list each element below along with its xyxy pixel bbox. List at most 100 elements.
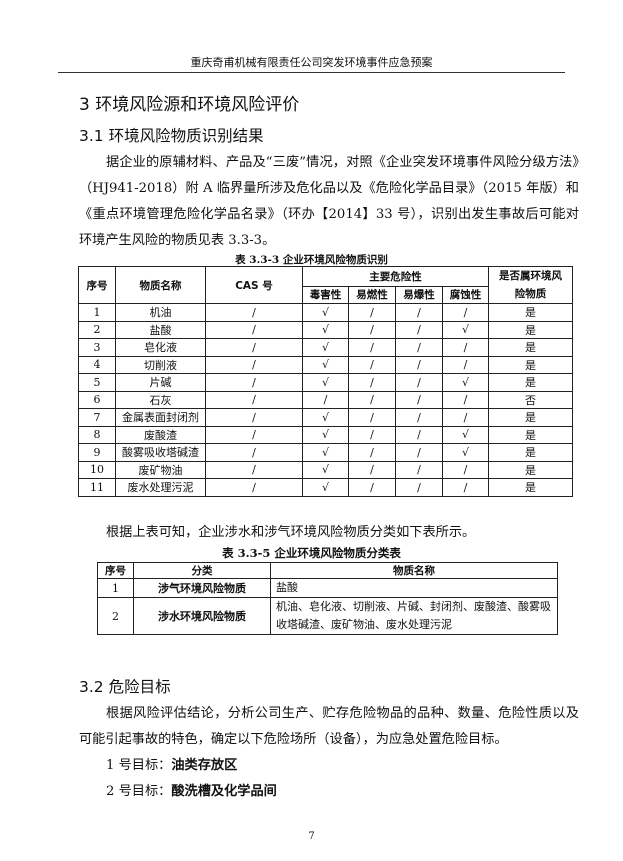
cell-explosive: / [395, 390, 443, 409]
cell-is-risk: 是 [488, 355, 573, 374]
cell-is-risk: 是 [488, 460, 573, 479]
table-row: 8 废酸渣 / √ / / √ 是 [78, 425, 573, 444]
table-row: 2 涉水环境风险物质 机油、皂化液、切削液、片碱、封闭剂、废酸渣、酸雾吸收塔碱渣、废… [97, 597, 558, 635]
cell-explosive: / [395, 373, 443, 392]
target-2: 2 号目标：酸洗槽及化学品间 [79, 779, 579, 805]
cell-explosive: / [395, 320, 443, 339]
cell-name: 废矿物油 [115, 460, 206, 479]
risk-classification-table: 序号 分类 物质名称 1 涉气环境风险物质 盐酸 2 涉水环境风险物质 机油、皂化液、切削液、… [97, 562, 558, 635]
cell-is-risk: 是 [488, 373, 573, 392]
paragraph-targets: 根据风险评估结论，分析公司生产、贮存危险物品的品种、数量、危险性质以及可能引起事… [79, 706, 579, 747]
running-header: 重庆奇甫机械有限责任公司突发环境事件应急预案 [190, 56, 433, 69]
cell-cas: / [205, 478, 303, 497]
cell-flammable: / [348, 303, 396, 322]
target-value: 酸洗槽及化学品间 [171, 784, 277, 799]
cell-toxic: √ [302, 443, 349, 462]
cell-flammable: / [348, 443, 396, 462]
cell-no: 2 [78, 320, 116, 339]
cell-flammable: / [348, 338, 396, 357]
cell-no: 1 [78, 303, 116, 322]
cell-is-risk: 否 [488, 390, 573, 409]
page-number: 7 [308, 831, 315, 842]
cell-no: 8 [78, 425, 116, 444]
cell-is-risk: 是 [488, 443, 573, 462]
cell-is-risk: 是 [488, 303, 573, 322]
cell-is-risk: 是 [488, 338, 573, 357]
cell-no: 9 [78, 443, 116, 462]
table-row: 1 涉气环境风险物质 盐酸 [97, 578, 558, 598]
cell-corrosive: / [442, 355, 489, 374]
table2-caption: 表 3.3-5 企业环境风险物质分类表 [222, 546, 401, 560]
target-value: 油类存放区 [171, 758, 238, 773]
cell-no: 7 [78, 408, 116, 427]
cell-name: 机油 [115, 303, 206, 322]
table1-caption: 表 3.3-3 企业环境风险物质识别 [235, 254, 388, 266]
cell-toxic: / [302, 390, 349, 409]
cell-no: 10 [78, 460, 116, 479]
cell-toxic: √ [302, 320, 349, 339]
cell-no: 11 [78, 478, 116, 497]
th2-no: 序号 [97, 562, 134, 579]
cell-flammable: / [348, 320, 396, 339]
table-row: 1 机油 / √ / / / 是 [78, 303, 573, 322]
cell-corrosive: / [442, 478, 489, 497]
cell-toxic: √ [302, 373, 349, 392]
cell-corrosive: √ [442, 320, 489, 339]
cell-flammable: / [348, 460, 396, 479]
table-row: 4 切削液 / √ / / / 是 [78, 355, 573, 374]
cell-corrosive: / [442, 338, 489, 357]
risk-substance-table: 序号 物质名称 CAS 号主要危险性 是否属环境风险物质 毒害性 易燃性 易爆性 腐蚀性 1… [78, 266, 573, 497]
cell-corrosive: / [442, 303, 489, 322]
table-row: 6 石灰 / / / / / 否 [78, 390, 573, 409]
cell-is-risk: 是 [488, 320, 573, 339]
cell-flammable: / [348, 408, 396, 427]
cell-toxic: √ [302, 338, 349, 357]
cell-category: 涉气环境风险物质 [133, 578, 271, 598]
cell-toxic: √ [302, 460, 349, 479]
table-row: 9 酸雾吸收塔碱渣 / √ / / √ 是 [78, 443, 573, 462]
cell-toxic: √ [302, 478, 349, 497]
target-label: 1 号目标： [106, 758, 172, 773]
cell-explosive: / [395, 478, 443, 497]
cell-flammable: / [348, 355, 396, 374]
th2-names: 物质名称 [270, 562, 558, 579]
section-heading: 3 环境风险源和环境风险评价 [79, 95, 300, 115]
cell-no: 2 [97, 597, 134, 635]
cell-flammable: / [348, 390, 396, 409]
cell-no: 5 [78, 373, 116, 392]
cell-category: 涉水环境风险物质 [133, 597, 271, 635]
cell-cas: / [205, 390, 303, 409]
th-toxic: 毒害性 [302, 285, 349, 305]
cell-name: 片碱 [115, 373, 206, 392]
subsection-heading-3-2: 3.2 危险目标 [79, 678, 171, 696]
cell-toxic: √ [302, 425, 349, 444]
paragraph-classification: 根据上表可知，企业涉水和涉气环境风险物质分类如下表所示。 [106, 525, 476, 540]
cell-name: 盐酸 [115, 320, 206, 339]
th-is-risk: 是否属环境风险物质 [488, 266, 573, 304]
cell-corrosive: / [442, 408, 489, 427]
th-cas: CAS 号 [205, 266, 303, 304]
cell-toxic: √ [302, 355, 349, 374]
cell-flammable: / [348, 373, 396, 392]
cell-names: 机油、皂化液、切削液、片碱、封闭剂、废酸渣、酸雾吸收塔碱渣、废矿物油、废水处理污… [270, 597, 558, 635]
th-hazard: 主要危险性 [302, 266, 489, 287]
cell-name: 废酸渣 [115, 425, 206, 444]
th2-category: 分类 [133, 562, 271, 579]
table-row: 2 盐酸 / √ / / √ 是 [78, 320, 573, 339]
target-label: 2 号目标： [106, 784, 172, 799]
cell-flammable: / [348, 478, 396, 497]
cell-cas: / [205, 320, 303, 339]
cell-cas: / [205, 303, 303, 322]
table-row: 7 金属表面封闭剂 / √ / / / 是 [78, 408, 573, 427]
th-name: 物质名称 [115, 266, 206, 304]
cell-name: 石灰 [115, 390, 206, 409]
cell-names: 盐酸 [270, 578, 558, 598]
th-explosive: 易爆性 [395, 285, 443, 305]
cell-cas: / [205, 338, 303, 357]
cell-explosive: / [395, 443, 443, 462]
cell-toxic: √ [302, 408, 349, 427]
cell-explosive: / [395, 460, 443, 479]
cell-explosive: / [395, 408, 443, 427]
th-no: 序号 [78, 266, 116, 304]
cell-name: 皂化液 [115, 338, 206, 357]
